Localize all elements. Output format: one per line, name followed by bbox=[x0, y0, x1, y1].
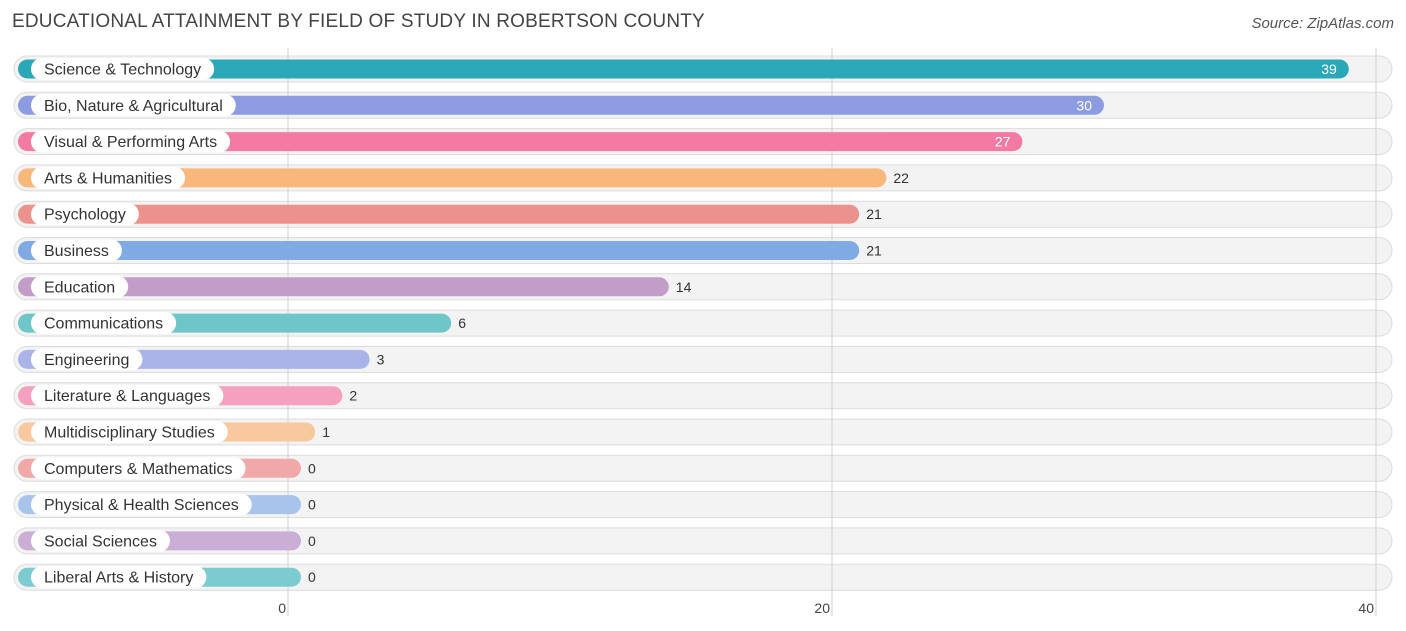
category-label: Engineering bbox=[44, 352, 129, 369]
value-label: 0 bbox=[308, 497, 316, 513]
category-label-pill bbox=[31, 348, 143, 371]
value-label: 0 bbox=[308, 569, 316, 585]
category-label: Communications bbox=[44, 316, 163, 333]
value-label: 21 bbox=[866, 243, 882, 259]
bar bbox=[18, 277, 669, 297]
value-label: 14 bbox=[676, 279, 692, 295]
category-label-pill bbox=[31, 421, 228, 443]
bar bbox=[18, 132, 1023, 152]
row-background bbox=[13, 382, 1393, 410]
value-label: 22 bbox=[893, 170, 909, 186]
category-label-pill bbox=[31, 58, 215, 80]
category-label: Education bbox=[44, 279, 115, 296]
tick-label: 20 bbox=[814, 600, 830, 616]
value-label: 6 bbox=[458, 315, 466, 331]
category-label-pill bbox=[31, 312, 177, 335]
category-label: Business bbox=[44, 243, 109, 260]
category-label-pill bbox=[31, 529, 170, 552]
value-label: 21 bbox=[866, 206, 882, 222]
category-label-pill bbox=[31, 384, 224, 407]
category-label-pill bbox=[31, 166, 186, 189]
bars: Science & Technology 39 Bio, Nature & Agri… bbox=[18, 58, 1349, 589]
category-label-pill bbox=[31, 94, 236, 117]
category-label: Arts & Humanities bbox=[44, 170, 172, 187]
value-label: 3 bbox=[377, 351, 385, 367]
row-background bbox=[13, 454, 1393, 482]
bar bbox=[18, 168, 887, 188]
category-label-pill bbox=[31, 239, 122, 262]
value-label: 27 bbox=[995, 134, 1011, 150]
category-label-pill bbox=[31, 203, 139, 226]
category-label-pill bbox=[31, 493, 252, 516]
category-label: Psychology bbox=[44, 207, 126, 224]
category-label-pill bbox=[31, 275, 129, 298]
value-label: 0 bbox=[308, 533, 316, 549]
value-label: 0 bbox=[308, 460, 316, 476]
category-label: Social Sciences bbox=[44, 533, 157, 550]
source-note: Source: ZipAtlas.com bbox=[1251, 15, 1394, 32]
bar bbox=[18, 59, 1349, 79]
tick-label: 0 bbox=[278, 600, 286, 616]
category-label: Multidisciplinary Studies bbox=[44, 425, 215, 442]
category-label: Literature & Languages bbox=[44, 388, 210, 405]
category-label: Bio, Nature & Agricultural bbox=[44, 98, 223, 115]
tick-label: 40 bbox=[1358, 600, 1374, 616]
row-background bbox=[13, 563, 1393, 591]
category-label-pill bbox=[31, 566, 207, 589]
category-label: Visual & Performing Arts bbox=[44, 134, 217, 151]
value-label: 39 bbox=[1321, 61, 1337, 77]
value-label: 2 bbox=[349, 388, 357, 404]
category-label-pill bbox=[31, 130, 231, 153]
bar bbox=[18, 241, 860, 260]
category-label-pill bbox=[31, 457, 246, 480]
value-label: 30 bbox=[1076, 97, 1092, 113]
category-label: Physical & Health Sciences bbox=[44, 497, 239, 514]
row-background bbox=[13, 418, 1393, 446]
x-axis-ticks: 0 20 40 bbox=[278, 600, 1374, 616]
chart-title: EDUCATIONAL ATTAINMENT BY FIELD OF STUDY… bbox=[12, 11, 705, 32]
category-label: Liberal Arts & History bbox=[44, 570, 193, 587]
row-background bbox=[13, 527, 1393, 555]
value-label: 1 bbox=[322, 424, 330, 440]
row-background bbox=[13, 491, 1393, 519]
bar bbox=[18, 95, 1104, 115]
category-label: Computers & Mathematics bbox=[44, 461, 233, 478]
category-label: Science & Technology bbox=[44, 62, 201, 79]
bar bbox=[18, 204, 860, 224]
